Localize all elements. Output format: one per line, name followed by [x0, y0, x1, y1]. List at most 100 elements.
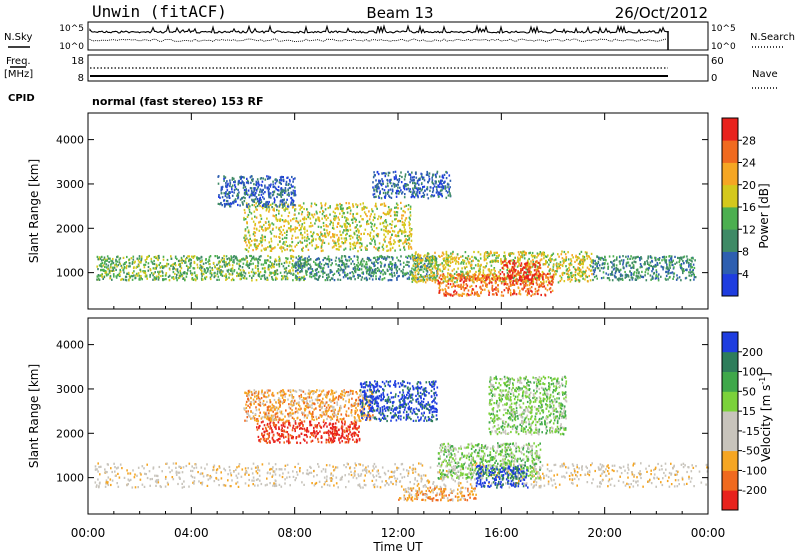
- power-cell: [409, 178, 412, 181]
- power-cell: [253, 187, 255, 190]
- power-cell: [286, 261, 288, 264]
- power-cell: [388, 208, 391, 211]
- power-cell: [96, 278, 98, 281]
- power-cell: [342, 207, 344, 210]
- power-cell: [198, 257, 200, 260]
- power-cell: [199, 260, 202, 264]
- power-cell: [228, 261, 230, 265]
- power-cell: [666, 263, 668, 266]
- power-cell: [389, 223, 391, 226]
- power-cell: [312, 233, 314, 236]
- power-cell: [231, 188, 233, 191]
- power-cell: [426, 265, 428, 268]
- power-cell: [574, 268, 577, 271]
- power-cell: [378, 257, 380, 260]
- power-cell: [113, 275, 115, 278]
- power-cell: [502, 261, 504, 264]
- power-cell: [268, 187, 270, 191]
- power-cell: [308, 242, 311, 245]
- power-cell: [372, 210, 374, 213]
- power-cell: [681, 269, 684, 273]
- power-cell: [349, 212, 352, 215]
- power-cell: [307, 259, 309, 262]
- power-cell: [262, 177, 264, 180]
- power-cell: [189, 258, 191, 261]
- power-cell: [552, 264, 555, 267]
- power-cell: [456, 281, 458, 284]
- power-cell: [374, 185, 377, 188]
- power-cell: [413, 178, 415, 181]
- power-cell: [545, 262, 547, 265]
- power-cell: [551, 275, 554, 278]
- power-cell: [287, 227, 290, 230]
- power-cell: [526, 261, 528, 264]
- power-cell: [201, 273, 204, 276]
- power-cell: [190, 265, 192, 268]
- power-cell: [258, 200, 260, 203]
- power-cell: [209, 266, 211, 269]
- power-cell: [496, 277, 499, 280]
- power-cell: [304, 261, 307, 264]
- power-cell: [294, 264, 296, 267]
- power-cell: [550, 259, 552, 262]
- power-cell: [463, 292, 465, 296]
- power-cell: [383, 233, 385, 236]
- power-cell: [232, 260, 234, 264]
- power-cell: [152, 274, 154, 277]
- power-cell: [289, 186, 292, 190]
- power-cell: [618, 279, 620, 282]
- power-cell: [622, 266, 625, 269]
- power-cell: [441, 278, 444, 281]
- power-cell: [503, 279, 506, 282]
- power-cell: [434, 256, 437, 259]
- power-cell: [310, 241, 313, 244]
- power-cell: [520, 264, 523, 267]
- power-cell: [396, 277, 398, 280]
- power-cell: [481, 274, 483, 277]
- power-cell: [216, 263, 218, 266]
- power-cell: [533, 263, 535, 266]
- power-cell: [410, 247, 413, 250]
- power-cell: [525, 271, 527, 274]
- power-cell: [387, 185, 389, 188]
- power-cell: [461, 278, 463, 281]
- power-cell: [403, 248, 406, 251]
- power-cell: [243, 200, 246, 203]
- power-cell: [407, 254, 410, 258]
- power-cell: [351, 221, 354, 224]
- power-cell: [560, 278, 563, 281]
- power-cell: [491, 254, 494, 257]
- power-cell: [395, 263, 397, 267]
- power-cell: [356, 224, 358, 227]
- power-cell: [230, 269, 232, 272]
- power-cell: [178, 263, 180, 266]
- power-cell: [301, 241, 304, 244]
- power-cell: [268, 193, 271, 196]
- power-cell: [352, 215, 354, 218]
- power-cell: [101, 265, 103, 268]
- power-cell: [615, 264, 618, 267]
- power-cell: [306, 270, 308, 273]
- power-cell: [339, 230, 341, 233]
- power-cell: [237, 180, 240, 183]
- power-cell: [344, 263, 346, 266]
- power-cell: [433, 257, 435, 260]
- power-cell: [414, 257, 416, 260]
- power-cell: [414, 266, 417, 269]
- power-cell: [304, 259, 307, 262]
- power-cell: [308, 225, 311, 228]
- power-cell: [355, 203, 357, 206]
- power-cell: [259, 258, 261, 262]
- power-cell: [471, 255, 473, 258]
- power-cell: [98, 256, 101, 259]
- power-cell: [393, 177, 396, 181]
- power-cell: [190, 261, 192, 264]
- power-cell: [522, 275, 524, 279]
- power-cell: [322, 224, 325, 227]
- power-cell: [603, 266, 606, 269]
- power-cell: [140, 256, 143, 259]
- power-cell: [503, 264, 506, 267]
- power-cell: [375, 190, 378, 193]
- power-cell: [559, 279, 562, 283]
- power-cell: [444, 277, 446, 280]
